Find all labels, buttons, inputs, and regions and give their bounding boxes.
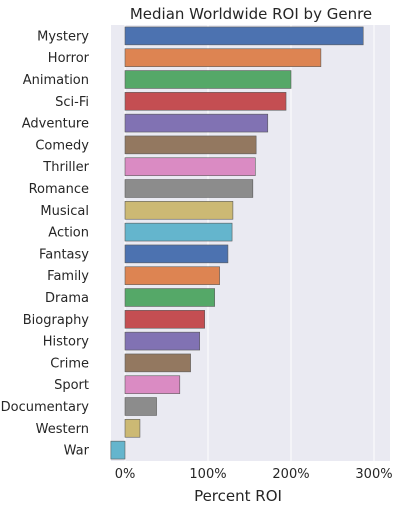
x-tick-label: 200% [272,467,309,482]
bar-drama [124,288,215,307]
x-tick-label: 100% [189,467,226,482]
bar-crime [124,353,191,373]
x-tick-label: 300% [355,467,392,482]
y-tick-label: Documentary [1,400,90,415]
bar-mystery [124,26,364,46]
x-tick-labels: 0% 100% 200% 300% [115,467,393,482]
y-tick-label: Action [48,226,89,241]
bar-animation [124,70,292,89]
bar-family [124,266,220,285]
y-tick-label: Sport [54,378,89,393]
y-tick-label: History [43,335,90,350]
bar-sport [124,375,181,394]
bars [110,26,364,460]
y-tick-label: Drama [45,291,89,306]
bar-action [124,222,233,242]
y-tick-label: Musical [40,204,89,219]
y-tick-label: Family [47,269,89,284]
y-tick-label: Horror [48,51,90,66]
bar-war [110,440,126,460]
plot-area [111,25,390,461]
y-tick-labels: Mystery Horror Animation Sci-Fi Adventure Com… [1,29,90,458]
bar-musical [124,201,234,220]
y-tick-label: Thriller [42,160,89,175]
bar-fantasy [124,244,229,264]
y-tick-label: Sci-Fi [55,95,89,110]
y-tick-label: Fantasy [39,247,89,262]
x-tick-label: 0% [115,467,136,482]
bar-biography [124,310,205,329]
y-tick-label: Adventure [22,117,89,132]
bar-horror [124,48,322,67]
bar-sci-fi [124,92,287,111]
bar-comedy [124,135,257,155]
y-tick-label: Crime [50,356,89,371]
y-tick-label: Comedy [35,138,89,153]
bar-romance [124,179,254,198]
y-tick-label: Animation [23,73,89,88]
y-tick-label: Western [36,422,89,437]
chart-title: Median Worldwide ROI by Genre [130,5,372,23]
bar-documentary [124,397,157,416]
y-tick-label: Biography [23,313,90,328]
bar-western [124,419,141,438]
y-tick-label: Mystery [37,29,89,44]
bar-adventure [124,113,269,133]
x-axis-label: Percent ROI [194,487,282,505]
y-tick-label: War [64,444,90,459]
bar-history [124,331,200,351]
bar-thriller [124,157,256,176]
y-tick-label: Romance [29,182,89,197]
